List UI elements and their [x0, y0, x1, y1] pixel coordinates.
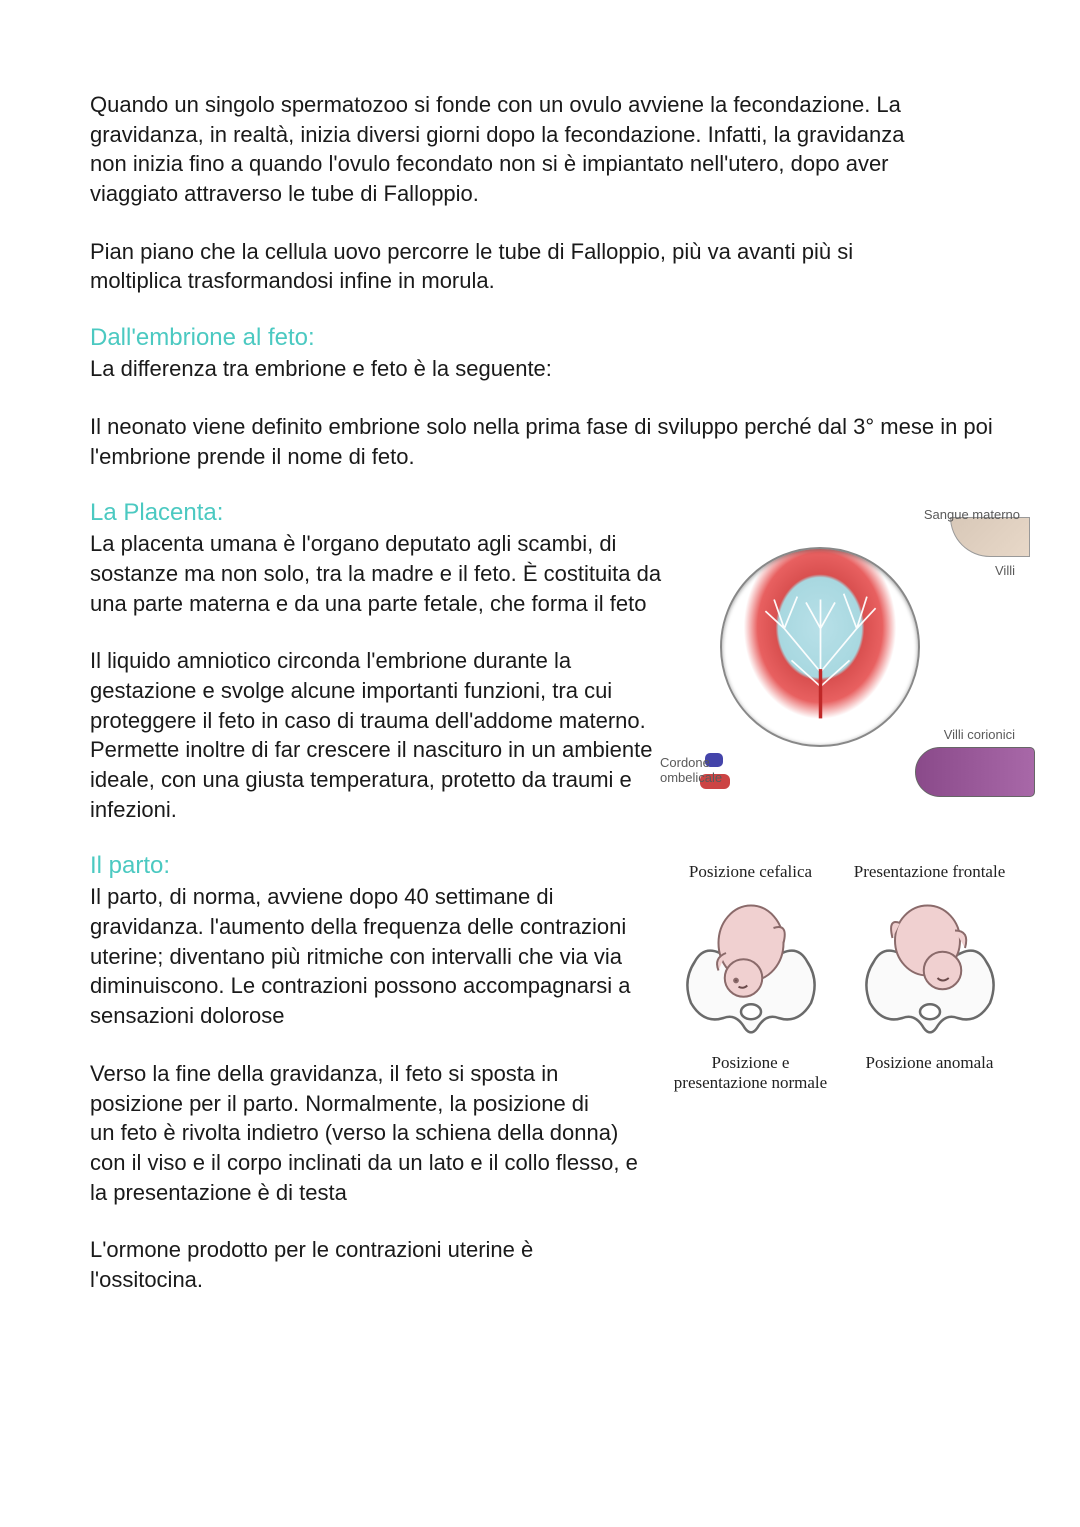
paragraph-morula: Pian piano che la cellula uovo percorre …: [90, 237, 1010, 296]
tissue-purple-shape: [915, 747, 1035, 797]
label-posizione-normale: Posizione e presentazione normale: [670, 1053, 831, 1094]
fetus-frontal-icon: [855, 893, 1005, 1043]
label-posizione-cefalica: Posizione cefalica: [670, 862, 831, 882]
section-placenta: La Placenta: La placenta umana è l'organ…: [90, 499, 1010, 852]
figure-parto-positions: Posizione cefalica Presentazione frontal…: [670, 862, 1010, 1093]
heading-placenta: La Placenta:: [90, 499, 680, 527]
text-line: gravidanza, in realtà, inizia diversi gi…: [90, 122, 904, 147]
paragraph-intro: Quando un singolo spermatozoo si fonde c…: [90, 90, 1010, 209]
tissue-shape: [950, 517, 1030, 557]
label-presentazione-frontale: Presentazione frontale: [849, 862, 1010, 882]
section-parto: Il parto: Il parto, di norma, avviene do…: [90, 852, 1010, 1322]
paragraph-parto-2: Verso la fine della gravidanza, il feto …: [90, 1059, 650, 1207]
text-line: viaggiato attraverso le tube di Falloppi…: [90, 181, 479, 206]
label-posizione-anomala: Posizione anomala: [849, 1053, 1010, 1094]
text-line: Pian piano che la cellula uovo percorre …: [90, 239, 853, 264]
text-line: moltiplica trasformandosi infine in moru…: [90, 268, 495, 293]
heading-parto: Il parto:: [90, 852, 650, 880]
text-line: Quando un singolo spermatozoo si fonde c…: [90, 92, 901, 117]
label-sangue-materno: Sangue materno: [924, 507, 1020, 522]
paragraph-amniotico: Il liquido amniotico circonda l'embrione…: [90, 646, 680, 824]
paragraph-parto-1: Il parto, di norma, avviene dopo 40 sett…: [90, 882, 650, 1030]
text-line: un feto è rivolta indietro (verso la sch…: [90, 1120, 638, 1204]
paragraph-differenza: La differenza tra embrione e feto è la s…: [90, 354, 1010, 384]
label-cordone: Cordone ombelicale: [660, 755, 740, 785]
text-line: Verso la fine della gravidanza, il feto …: [90, 1061, 589, 1116]
paragraph-neonato: Il neonato viene definito embrione solo …: [90, 412, 1010, 471]
villi-branches-icon: [748, 585, 893, 730]
fetus-cephalic-icon: [676, 893, 826, 1043]
heading-embrione-feto: Dall'embrione al feto:: [90, 324, 1010, 352]
label-villi-corionici: Villi corionici: [944, 727, 1015, 742]
paragraph-placenta: La placenta umana è l'organo deputato ag…: [90, 529, 680, 618]
figure-placenta: Sangue materno Villi Villi corionici Cor…: [700, 507, 1010, 797]
paragraph-ossitocina: L'ormone prodotto per le contrazioni ute…: [90, 1235, 650, 1294]
text-line: non inizia fino a quando l'ovulo feconda…: [90, 151, 889, 176]
label-villi: Villi: [995, 563, 1015, 578]
